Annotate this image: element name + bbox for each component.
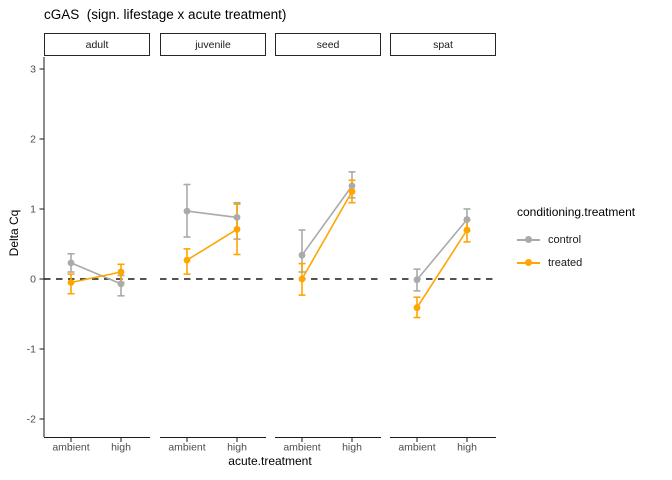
series-line-juvenile-control	[186, 210, 238, 219]
series-line-seed-treated	[301, 191, 353, 280]
point-seed-control-ambient	[298, 251, 306, 259]
series-line-adult-control	[70, 262, 122, 285]
x-tick-label: ambient	[168, 442, 205, 454]
y-tick-label: 2	[30, 134, 36, 146]
legend-title: conditioning.treatment	[517, 205, 636, 219]
point-juvenile-control-ambient	[183, 207, 191, 215]
series-line-spat-control	[416, 218, 468, 281]
y-tick-label: 3	[30, 64, 36, 76]
point-juvenile-treated-ambient	[183, 256, 191, 264]
y-tick-label: 0	[30, 274, 36, 286]
y-tick-label: -2	[27, 414, 36, 426]
facet-strip-spat: spat	[390, 33, 496, 56]
series-line-juvenile-treated	[186, 228, 238, 261]
legend-key-control-icon	[517, 228, 540, 251]
facet-strip-adult: adult	[44, 33, 150, 56]
x-tick-label: high	[111, 442, 131, 454]
x-tick-label: ambient	[52, 442, 89, 454]
plot-title: cGAS (sign. lifestage x acute treatment)	[44, 7, 287, 22]
point-seed-control-high	[348, 182, 356, 190]
point-spat-treated-high	[463, 226, 471, 234]
legend-key-dot	[525, 236, 532, 243]
y-axis-title: Delta Cq	[7, 209, 21, 257]
legend-label-treated: treated	[548, 256, 583, 269]
x-tick-label: ambient	[398, 442, 435, 454]
point-spat-control-ambient	[413, 276, 421, 284]
point-adult-treated-high	[117, 268, 125, 276]
point-adult-control-ambient	[67, 259, 75, 267]
x-axis-title: acute.treatment	[228, 454, 312, 468]
series-line-seed-control	[301, 185, 353, 256]
series-line-spat-treated	[416, 229, 468, 309]
legend-entry-control: control	[517, 228, 635, 251]
facet-strip-juvenile: juvenile	[160, 33, 266, 56]
x-tick-label: high	[457, 442, 477, 454]
legend: conditioning.treatment control treated	[517, 205, 635, 274]
x-tick-label: high	[227, 442, 247, 454]
facet-strip-seed: seed	[275, 33, 381, 56]
legend-label-control: control	[548, 233, 582, 246]
legend-entry-treated: treated	[517, 251, 635, 274]
x-tick-label: high	[342, 442, 362, 454]
point-juvenile-treated-high	[233, 225, 241, 233]
point-seed-treated-high	[348, 188, 356, 195]
y-tick-label: 1	[30, 204, 36, 216]
point-spat-control-high	[463, 216, 471, 223]
legend-key-treated-icon	[517, 251, 540, 274]
point-juvenile-control-high	[233, 214, 241, 221]
x-tick-label: ambient	[283, 442, 320, 454]
point-adult-treated-ambient	[67, 279, 75, 286]
point-spat-treated-ambient	[413, 304, 421, 312]
y-tick-label: -1	[27, 344, 36, 356]
point-adult-control-high	[117, 280, 125, 288]
series-line-adult-treated	[70, 271, 122, 284]
point-seed-treated-ambient	[298, 275, 306, 283]
legend-key-dot	[525, 259, 532, 266]
